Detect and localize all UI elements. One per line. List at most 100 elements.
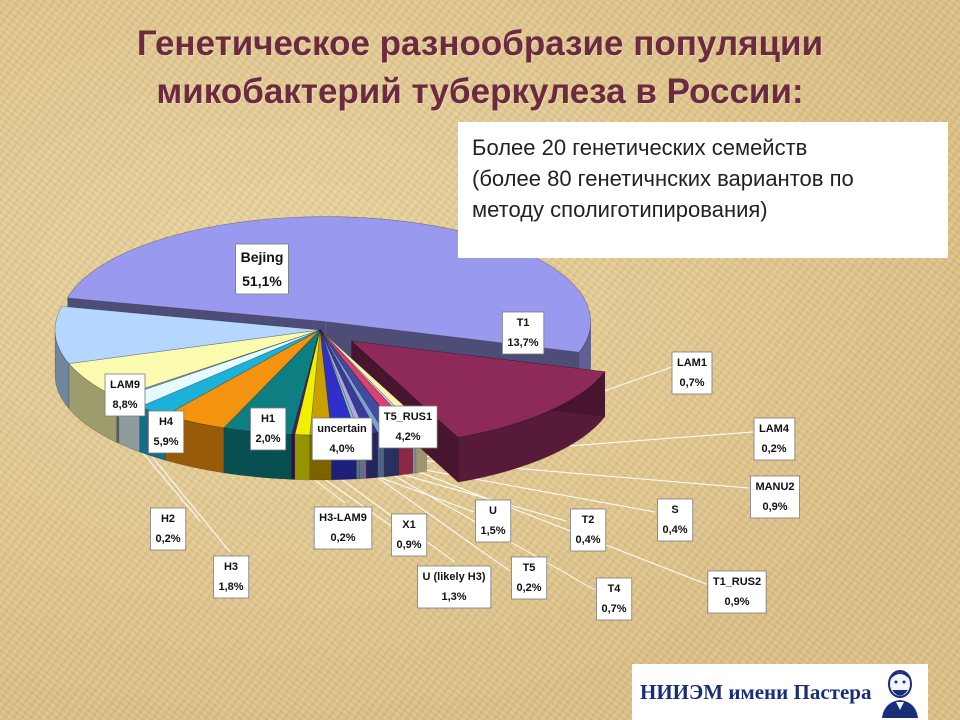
pie-side-h3-lam9 <box>291 434 296 480</box>
slice-name-label: H4 <box>159 416 174 428</box>
data-label-lam9: LAM9 8,8% <box>104 373 146 417</box>
slice-name-label: uncertain <box>317 423 367 435</box>
data-label-box <box>475 499 512 543</box>
data-label-box <box>150 507 187 551</box>
data-label-bejing: Bejing 51,1% <box>235 243 289 295</box>
logo-text: НИИЭМ имени Пастера <box>640 679 872 704</box>
slice-value-label: 0,7% <box>679 377 704 389</box>
data-label-t5-rus1: T5_RUS1 4,2% <box>378 405 438 449</box>
slice-value-label: 2,0% <box>255 433 280 445</box>
slice-value-label: 1,5% <box>480 525 505 537</box>
pie-slice-t1 <box>350 340 606 438</box>
pie-data-labels: Bejing 51,1% T1 13,7% LAM1 0,7% LAM4 0,2% MANU2 0… <box>104 243 800 621</box>
slice-name-label: H2 <box>161 513 175 525</box>
data-label-box <box>511 556 548 600</box>
slice-value-label: 51,1% <box>242 273 282 289</box>
data-label-h3: H3 1,8% <box>213 555 250 599</box>
slice-name-label: T4 <box>608 583 622 595</box>
slice-name-label: LAM1 <box>677 357 707 369</box>
title-line-2: микобактерий туберкулеза в России: <box>156 72 804 111</box>
data-label-x1: X1 0,9% <box>391 513 428 557</box>
slice-value-label: 1,8% <box>218 581 243 593</box>
slice-name-label: MANU2 <box>755 481 794 493</box>
data-label-u-likely-h3-: U (likely H3) 1,3% <box>417 565 492 609</box>
data-label-box <box>671 351 713 395</box>
slice-name-label: H3 <box>224 561 238 573</box>
slice-name-label: T2 <box>582 514 595 526</box>
leader-line <box>356 462 511 572</box>
data-label-box <box>501 311 545 355</box>
slice-name-label: T1_RUS2 <box>713 576 761 588</box>
data-label-box <box>311 417 373 461</box>
slice-name-label: Bejing <box>241 249 284 265</box>
slice-name-label: X1 <box>402 519 415 531</box>
data-label-t5: T5 0,2% <box>511 556 548 600</box>
slice-name-label: H1 <box>261 413 275 425</box>
slice-name-label: H3-LAM9 <box>319 512 367 524</box>
title-line-1: Генетическое разнообразие популяции <box>136 24 824 63</box>
info-line-3: методу сполиготипирования) <box>472 197 768 222</box>
data-label-box <box>213 555 250 599</box>
slice-value-label: 0,4% <box>662 524 687 536</box>
data-label-box <box>378 405 438 449</box>
data-label-box <box>250 407 287 451</box>
info-box: Более 20 генетических семейств (более 80… <box>458 122 948 258</box>
pie-slice-h3-lam9 <box>291 329 321 435</box>
leader-line <box>320 463 456 563</box>
slice-value-label: 0,2% <box>761 443 786 455</box>
slice-value-label: 13,7% <box>507 337 538 349</box>
data-label-h3-lam9: H3-LAM9 0,2% <box>313 506 373 550</box>
slice-value-label: 1,3% <box>441 591 466 603</box>
data-label-box <box>391 513 428 557</box>
data-label-box <box>750 475 800 519</box>
data-label-h4: H4 5,9% <box>148 410 185 454</box>
slice-name-label: LAM9 <box>110 379 140 391</box>
slice-value-label: 0,2% <box>155 533 180 545</box>
slice-value-label: 0,9% <box>396 539 421 551</box>
data-label-t1: T1 13,7% <box>501 311 545 355</box>
slice-value-label: 8,8% <box>112 399 137 411</box>
data-label-box <box>148 410 185 454</box>
data-label-t4: T4 0,7% <box>596 577 633 621</box>
data-label-box <box>235 243 289 295</box>
data-label-lam1: LAM1 0,7% <box>671 351 713 395</box>
data-label-s: S 0,4% <box>657 498 694 542</box>
data-label-box <box>596 577 633 621</box>
slice-value-label: 0,2% <box>330 532 355 544</box>
slice-value-label: 0,9% <box>762 501 787 513</box>
slice-value-label: 4,2% <box>395 431 420 443</box>
pie-slice-lam9 <box>54 306 321 364</box>
info-line-2: (более 80 генетичнских вариантов по <box>472 166 854 191</box>
leader-line <box>389 460 707 585</box>
slice-value-label: 0,9% <box>724 596 749 608</box>
data-label-box <box>707 570 767 614</box>
data-label-box <box>417 565 492 609</box>
data-label-box <box>104 373 146 417</box>
slide-title: Генетическое разнообразие популяции мико… <box>0 20 960 116</box>
slice-value-label: 0,7% <box>601 603 626 615</box>
data-label-h1: H1 2,0% <box>250 407 287 451</box>
slice-value-label: 0,2% <box>516 582 541 594</box>
data-label-box <box>753 417 796 461</box>
data-label-u: U 1,5% <box>475 499 512 543</box>
slice-name-label: T5 <box>523 562 536 574</box>
info-line-1: Более 20 генетических семейств <box>472 135 808 160</box>
pie-slice-x1 <box>294 329 321 436</box>
data-label-box <box>570 508 607 552</box>
slice-value-label: 4,0% <box>329 443 354 455</box>
slice-value-label: 0,4% <box>575 534 600 546</box>
pasteur-portrait-icon <box>882 670 918 718</box>
slice-name-label: U (likely H3) <box>423 571 486 583</box>
data-label-h2: H2 0,2% <box>150 507 187 551</box>
slice-name-label: LAM4 <box>759 423 790 435</box>
data-label-manu2: MANU2 0,9% <box>750 475 800 519</box>
data-label-box <box>657 498 694 542</box>
pie-side-x1 <box>294 434 311 481</box>
slice-name-label: U <box>489 505 497 517</box>
data-label-t1-rus2: T1_RUS2 0,9% <box>707 570 767 614</box>
data-label-uncertain: uncertain 4,0% <box>311 417 373 461</box>
slice-name-label: T5_RUS1 <box>384 411 432 423</box>
slice-name-label: S <box>671 504 678 516</box>
data-label-lam4: LAM4 0,2% <box>753 417 796 461</box>
